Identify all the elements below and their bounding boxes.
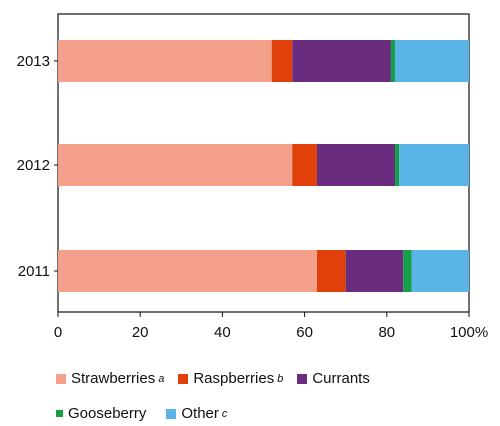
legend-swatch-raspberries — [178, 373, 189, 384]
bars-group — [58, 40, 469, 292]
legend-label-raspberries: Raspberries — [193, 370, 275, 387]
x-tick-label-60: 60 — [296, 324, 313, 341]
x-tick-label-0: 0 — [54, 324, 62, 341]
x-tick-label-40: 40 — [214, 324, 231, 341]
x-tick-label-100: 100% — [450, 324, 488, 341]
legend-item-currants: Currants — [297, 370, 370, 387]
legend-row-2: Gooseberry Other c — [56, 405, 241, 422]
y-tick-label-2013: 2013 — [17, 53, 50, 70]
bar-raspberries-2012 — [292, 144, 317, 186]
bar-strawberries-2011 — [58, 250, 317, 292]
bar-gooseberry-2012 — [395, 144, 400, 186]
legend-item-raspberries: Raspberries b — [178, 370, 283, 387]
legend-row-1: Strawberries a Raspberries b Currants — [56, 370, 384, 387]
legend-swatch-other — [166, 408, 177, 419]
x-tick-label-20: 20 — [132, 324, 149, 341]
x-tick-label-80: 80 — [378, 324, 395, 341]
legend-label-other: Other — [181, 405, 219, 422]
bar-currants-2013 — [292, 40, 391, 82]
bar-raspberries-2013 — [271, 40, 293, 82]
legend-item-strawberries: Strawberries a — [56, 370, 164, 387]
legend-label-gooseberry: Gooseberry — [68, 405, 147, 422]
y-axis-labels: 2013 2012 2011 — [17, 53, 58, 280]
legend-item-other: Other c — [166, 405, 227, 422]
bar-gooseberry-2011 — [403, 250, 412, 292]
legend-swatch-gooseberry — [56, 410, 63, 417]
bar-other-2013 — [395, 40, 469, 82]
legend-label-strawberries: Strawberries — [71, 370, 156, 387]
bar-strawberries-2012 — [58, 144, 293, 186]
x-axis-ticks: 0 20 40 60 80 100% — [54, 312, 488, 341]
legend-item-gooseberry: Gooseberry — [56, 405, 146, 422]
legend-swatch-currants — [297, 373, 308, 384]
bar-other-2011 — [411, 250, 469, 292]
bar-gooseberry-2013 — [390, 40, 396, 82]
y-tick-label-2012: 2012 — [17, 157, 50, 174]
bar-strawberries-2013 — [58, 40, 272, 82]
legend-swatch-strawberries — [56, 373, 66, 384]
bar-currants-2012 — [316, 144, 396, 186]
bar-other-2012 — [399, 144, 469, 186]
y-tick-label-2011: 2011 — [18, 263, 50, 280]
bar-raspberries-2011 — [316, 250, 346, 292]
legend-label-currants: Currants — [312, 370, 370, 387]
bar-currants-2011 — [345, 250, 404, 292]
